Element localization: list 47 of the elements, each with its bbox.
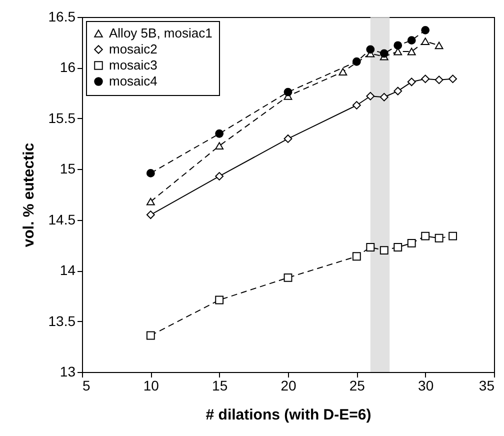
legend-label: mosaic3	[109, 58, 158, 72]
point	[146, 331, 155, 340]
x-tick-label: 20	[280, 378, 296, 394]
point	[407, 48, 416, 56]
point	[366, 45, 375, 54]
point	[146, 169, 155, 178]
legend-label: mosaic2	[109, 42, 158, 56]
point	[394, 41, 402, 50]
point	[215, 129, 224, 138]
point	[352, 252, 361, 261]
point	[421, 38, 430, 46]
x-tick-label: 30	[418, 378, 434, 394]
point	[448, 232, 458, 240]
y-tick-label: 15.5	[48, 110, 76, 126]
point	[215, 296, 224, 304]
x-tick-label: 5	[82, 378, 90, 394]
y-tick-label: 13	[60, 364, 76, 380]
point	[284, 273, 292, 282]
x-tick-label: 35	[478, 378, 495, 394]
x-tick-label: 25	[349, 378, 366, 394]
point	[380, 92, 388, 102]
point	[380, 246, 388, 254]
y-tick-label: 15	[60, 160, 76, 177]
point	[146, 198, 155, 206]
y-tick-label: 13.5	[48, 312, 76, 329]
x-tick-label: 10	[143, 378, 160, 394]
point	[215, 142, 224, 150]
y-tick-label: 16.5	[48, 8, 76, 24]
point	[284, 88, 292, 96]
y-tick-label: 16	[60, 59, 76, 76]
legend-label: Alloy 5B, mosiac1	[109, 26, 212, 40]
point	[352, 57, 361, 66]
point	[421, 26, 430, 34]
x-tick-label: 15	[212, 378, 228, 394]
point	[434, 234, 444, 242]
point	[407, 238, 416, 248]
point	[380, 49, 388, 58]
point	[407, 36, 416, 45]
point	[421, 232, 430, 240]
point	[434, 42, 444, 50]
point	[366, 243, 375, 252]
x-axis-title: # dilations (with D-E=6)	[206, 406, 372, 424]
y-axis-title: vol. % eutectic	[20, 142, 38, 248]
y-tick-label: 14.5	[48, 211, 76, 228]
y-tick-label: 14	[60, 262, 76, 278]
point	[338, 68, 348, 76]
legend-label: mosaic4	[109, 74, 158, 88]
